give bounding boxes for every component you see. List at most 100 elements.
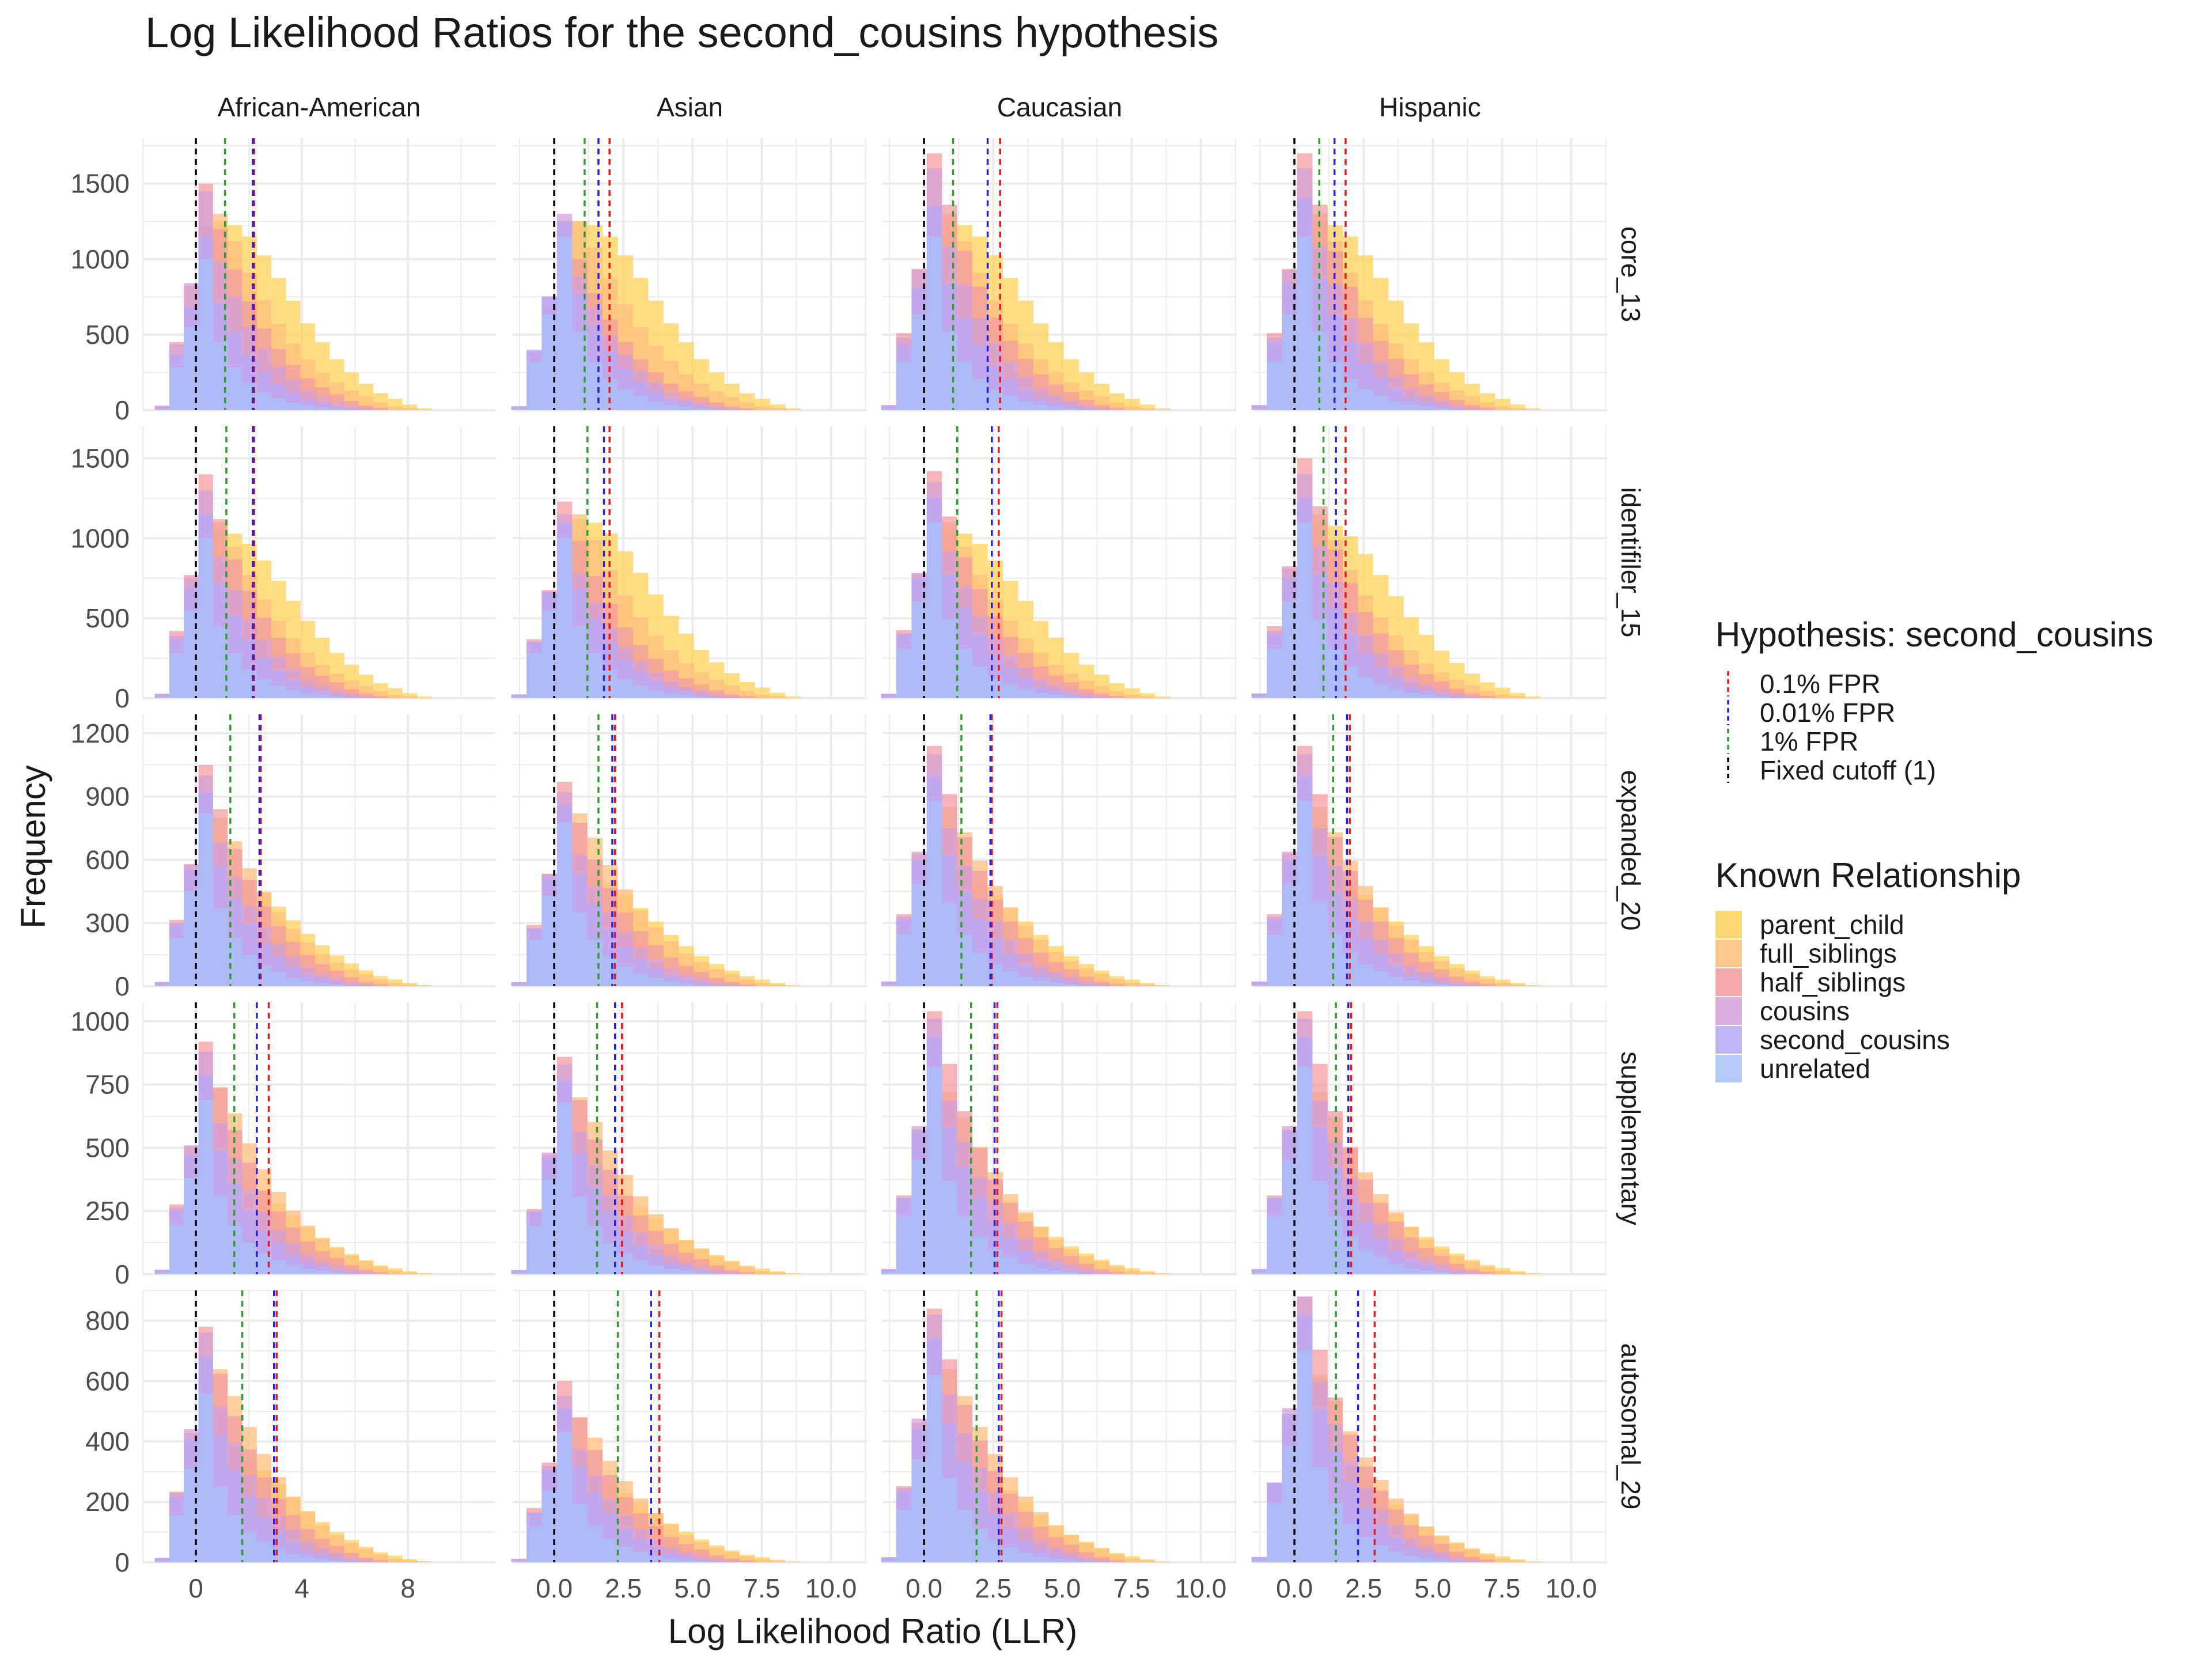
- bar-full-siblings: [1124, 694, 1140, 698]
- bar-unrelated: [926, 801, 942, 986]
- panel-autosomal-29-african-american: [142, 1290, 495, 1563]
- bar-unrelated: [1388, 401, 1404, 410]
- x-tick-label: 7.5: [743, 1573, 780, 1603]
- bar-parent-child: [1155, 1561, 1171, 1562]
- bar-unrelated: [572, 1197, 588, 1274]
- bar-unrelated: [694, 1561, 710, 1562]
- bar-unrelated: [1018, 1553, 1033, 1562]
- bar-unrelated: [1267, 361, 1282, 410]
- bar-cousins: [344, 1558, 359, 1562]
- bar-parent-child: [1525, 1561, 1541, 1562]
- bar-unrelated: [1033, 980, 1049, 986]
- bar-unrelated: [896, 649, 912, 698]
- bar-unrelated: [242, 1243, 257, 1274]
- bar-cousins: [1079, 981, 1094, 986]
- bar-full-siblings: [388, 983, 403, 986]
- panel-core-13-african-american: [142, 138, 495, 411]
- bar-cousins: [344, 694, 359, 698]
- bar-unrelated: [618, 1546, 634, 1562]
- bar-unrelated: [972, 667, 988, 698]
- bar-half-siblings: [1109, 1271, 1125, 1274]
- bar-cousins: [1464, 1271, 1480, 1274]
- y-tick-label: 1200: [71, 718, 130, 748]
- bar-unrelated: [679, 1271, 694, 1274]
- bar-half-siblings: [373, 696, 388, 698]
- bar-unrelated: [1251, 1560, 1267, 1562]
- bar-cousins: [724, 1272, 740, 1274]
- bar-unrelated: [315, 1270, 330, 1274]
- bar-cousins: [359, 1272, 374, 1274]
- bar-unrelated: [896, 361, 912, 410]
- bar-cousins: [359, 1560, 374, 1562]
- bar-full-siblings: [755, 406, 770, 410]
- bar-unrelated: [527, 361, 542, 410]
- bar-full-siblings: [770, 696, 786, 698]
- bar-unrelated: [511, 985, 527, 986]
- bar-unrelated: [556, 538, 573, 698]
- bar-cousins: [1079, 694, 1094, 698]
- bar-unrelated: [679, 406, 694, 410]
- bar-second-cousins: [154, 982, 170, 986]
- bar-cousins: [709, 694, 725, 698]
- bar-cousins: [1449, 1269, 1465, 1274]
- bar-unrelated: [1358, 1249, 1374, 1274]
- bar-cousins: [724, 696, 740, 698]
- legend-relationships: parent_childfull_siblingshalf_siblingsco…: [1715, 910, 1950, 1084]
- y-tick-label: 750: [85, 1070, 130, 1100]
- bar-half-siblings: [373, 984, 388, 986]
- bar-unrelated: [1048, 1558, 1064, 1562]
- panel-identifiler-15-asian: [511, 426, 867, 699]
- legend-label-unrelated: unrelated: [1760, 1054, 1870, 1084]
- bar-unrelated: [572, 1504, 588, 1562]
- x-tick-label: 10.0: [1175, 1573, 1227, 1603]
- bar-second-cousins: [154, 1558, 170, 1562]
- legend-swatch-parent-child: [1715, 911, 1742, 938]
- bar-unrelated: [881, 1560, 897, 1562]
- bar-second-cousins: [154, 694, 170, 698]
- bar-unrelated: [648, 1266, 664, 1274]
- bar-unrelated: [1343, 378, 1358, 410]
- panel-identifiler-15-african-american: [142, 426, 495, 699]
- bar-parent-child: [1510, 692, 1526, 698]
- y-tick-label: 1500: [71, 169, 130, 199]
- bar-unrelated: [1003, 971, 1018, 986]
- bar-cousins: [724, 408, 740, 410]
- bar-unrelated: [1003, 1258, 1018, 1274]
- bar-full-siblings: [1510, 1560, 1526, 1562]
- x-tick-label: 2.5: [605, 1573, 642, 1603]
- bar-full-siblings: [1495, 694, 1510, 698]
- bar-cousins: [344, 406, 359, 410]
- bar-half-siblings: [724, 694, 740, 698]
- bar-unrelated: [154, 984, 170, 986]
- legend-swatch-half-siblings: [1715, 968, 1742, 996]
- bar-unrelated: [572, 912, 588, 986]
- bar-unrelated: [957, 361, 973, 410]
- bar-unrelated: [198, 813, 213, 986]
- bar-unrelated: [1358, 1536, 1374, 1562]
- bar-unrelated: [1267, 1503, 1282, 1562]
- x-tick-label: 2.5: [975, 1573, 1012, 1603]
- bar-full-siblings: [1139, 984, 1156, 986]
- bar-unrelated: [242, 1532, 257, 1562]
- panel-identifiler-15-caucasian: [881, 426, 1237, 699]
- bar-unrelated: [1403, 1555, 1419, 1562]
- bar-unrelated: [300, 406, 316, 410]
- bar-half-siblings: [739, 408, 755, 410]
- bar-unrelated: [511, 1561, 527, 1562]
- bar-unrelated: [1403, 404, 1419, 410]
- bar-half-siblings: [739, 1272, 755, 1274]
- bar-half-siblings: [1479, 1559, 1495, 1562]
- bar-unrelated: [1419, 694, 1434, 698]
- bar-parent-child: [1155, 985, 1171, 986]
- bar-unrelated: [1419, 982, 1434, 986]
- x-tick-label: 5.0: [674, 1573, 711, 1603]
- bar-second-cousins: [154, 406, 170, 410]
- bar-second-cousins: [1063, 694, 1080, 698]
- y-tick-label: 1000: [71, 523, 130, 553]
- legend-swatch-full-siblings: [1715, 940, 1742, 967]
- bar-parent-child: [402, 693, 418, 698]
- bar-cousins: [1449, 1557, 1465, 1562]
- bar-second-cousins: [1449, 696, 1465, 698]
- panels: [142, 138, 1607, 1563]
